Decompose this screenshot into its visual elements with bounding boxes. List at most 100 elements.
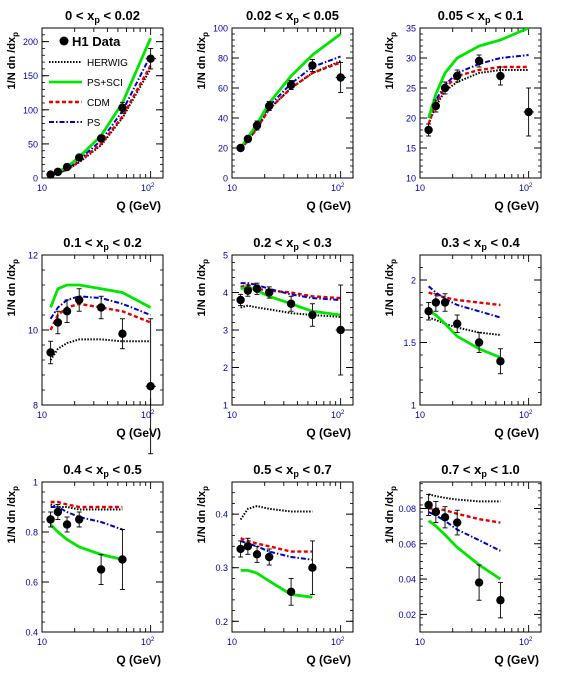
series-herwig-line	[239, 505, 313, 521]
data-point	[53, 318, 63, 327]
series-pssci-line	[49, 283, 152, 309]
panel-title-range: < 0.02	[100, 8, 140, 23]
data-point	[440, 513, 450, 522]
x-tick-label-exp: 2	[151, 410, 155, 416]
x-tick-label: 10	[37, 183, 47, 193]
data-point	[74, 295, 84, 305]
y-tick-label: 150	[23, 71, 38, 81]
y-tick-label: 5	[223, 251, 228, 261]
x-tick-label-base: 10	[141, 637, 151, 647]
series-pssci-line	[49, 523, 123, 561]
series-pssci-line	[427, 28, 530, 119]
y-tick-label: 8	[33, 401, 38, 411]
data-point	[74, 153, 84, 162]
y-axis-title-main: 1/N dn /dx	[384, 263, 396, 316]
y-tick-label: 25	[406, 84, 416, 94]
plot-frame	[419, 27, 542, 179]
data-point	[308, 310, 317, 320]
data-point	[62, 162, 72, 172]
data-point	[46, 348, 55, 357]
y-axis-title-sub: p	[389, 486, 398, 491]
series-pssci-line	[240, 569, 313, 599]
data-point	[62, 307, 72, 316]
panel-title: 0.1 < xp < 0.2	[63, 235, 142, 252]
series-cdm-line	[428, 507, 501, 524]
panel-title-main: 0.4 < x	[63, 462, 104, 477]
y-tick-label: 0.6	[25, 578, 38, 588]
data-point	[46, 515, 55, 524]
y-axis-title-main: 1/N dn /dx	[196, 263, 208, 316]
data-point	[118, 329, 127, 338]
y-tick-label: 0	[223, 174, 228, 184]
y-tick-label: 1.5	[403, 338, 416, 348]
data-point	[452, 518, 462, 527]
data-point	[431, 298, 441, 307]
panel-title-main: 0.2 < x	[253, 235, 294, 250]
series-herwig-line	[50, 503, 123, 511]
x-tick-label-base: 10	[519, 410, 529, 420]
panel-title-main: 0.7 < x	[441, 462, 482, 477]
panel-title-range: < 0.5	[109, 462, 142, 477]
y-axis-title-main: 1/N dn /dx	[6, 263, 18, 316]
y-axis-title-main: 1/N dn /dx	[196, 36, 208, 89]
panel-title-sub: p	[293, 15, 299, 25]
data-point	[431, 101, 441, 111]
data-point	[46, 170, 55, 179]
legend-marker-data	[59, 36, 69, 46]
series-herwig-line	[49, 338, 151, 361]
series-herwig-line	[428, 493, 501, 503]
y-tick-label: 20	[406, 114, 416, 124]
panel-title-sub: p	[293, 242, 299, 252]
series-herwig-line	[239, 60, 341, 151]
y-tick-label: 4	[223, 288, 228, 298]
y-axis-title-sub: p	[201, 486, 210, 491]
panel-title-main: 0.3 < x	[441, 235, 482, 250]
x-axis-title: Q (GeV)	[116, 426, 161, 440]
legend-label-cdm: CDM	[87, 98, 110, 109]
data-point	[243, 542, 253, 551]
data-point	[74, 515, 84, 524]
series-cdm-line	[240, 537, 313, 553]
plot-frame	[419, 481, 542, 633]
y-axis-title-sub: p	[201, 259, 210, 264]
y-axis-title-main: 1/N dn /dx	[196, 490, 208, 543]
panel-title: 0 < xp < 0.02	[65, 8, 140, 25]
data-point	[236, 544, 245, 554]
x-tick-label: 10	[415, 410, 425, 420]
data-point	[452, 319, 462, 328]
x-tick-label-exp: 2	[341, 183, 345, 189]
y-tick-label: 0.8	[25, 528, 38, 538]
x-tick-label-exp: 2	[151, 637, 155, 643]
y-axis-title: 1/N dn /dxp	[196, 486, 210, 544]
y-tick-label: 100	[213, 24, 228, 34]
panel-title-range: < 0.4	[487, 235, 521, 250]
y-tick-label: 50	[28, 139, 38, 149]
panel-title-range: < 0.2	[109, 235, 142, 250]
series-cdm-line	[239, 61, 342, 151]
y-tick-label: 30	[406, 54, 416, 64]
plot-frame	[419, 254, 542, 406]
panel-title-sub: p	[293, 469, 299, 479]
y-axis-title: 1/N dn /dxp	[196, 32, 210, 90]
y-tick-label: 1	[33, 478, 38, 488]
y-axis-title: 1/N dn /dxp	[196, 259, 210, 317]
data-point	[424, 307, 433, 316]
data-point	[336, 73, 345, 82]
x-tick-label: 10	[37, 637, 47, 647]
data-point	[236, 143, 245, 153]
y-axis-title: 1/N dn /dxp	[384, 259, 398, 317]
data-point	[264, 101, 274, 111]
panel-title-range: < 0.3	[299, 235, 332, 250]
y-tick-label: 0.2	[215, 617, 228, 627]
panel-title-main: 0 < x	[65, 8, 95, 23]
legend-label-herwig: HERWIG	[87, 58, 128, 69]
y-axis-title-main: 1/N dn /dx	[384, 490, 396, 543]
data-point	[118, 555, 127, 564]
